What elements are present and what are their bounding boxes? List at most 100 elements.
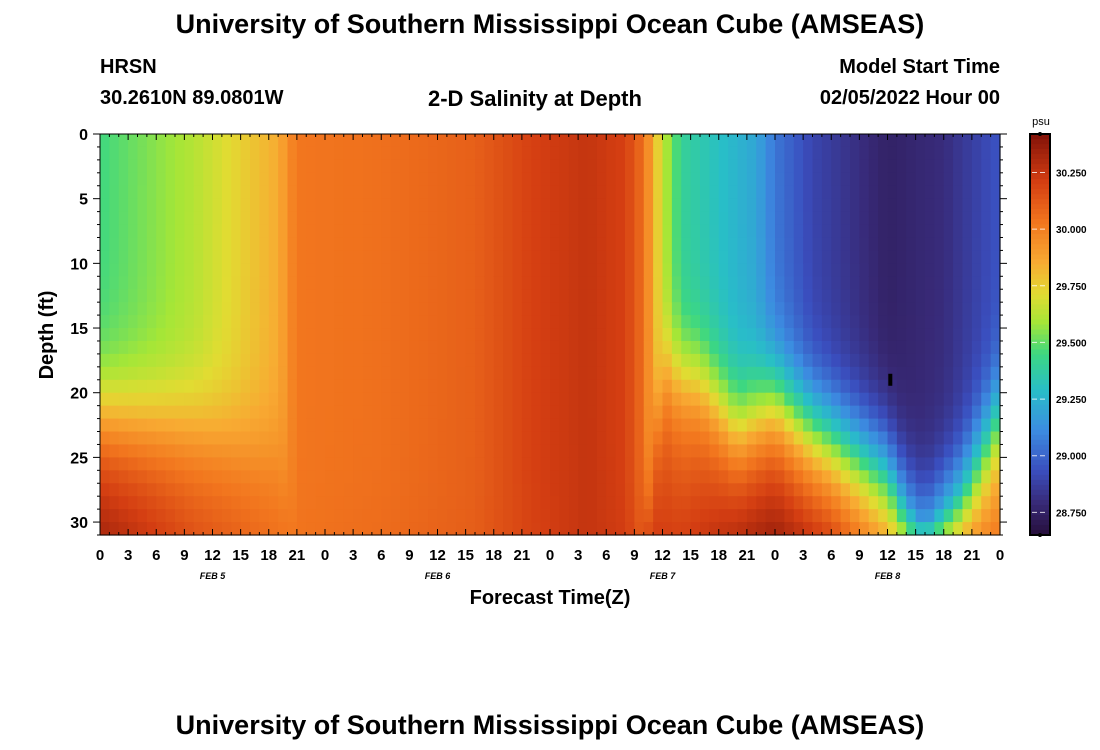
heatmap-cell	[587, 418, 598, 433]
heatmap-cell	[709, 198, 720, 213]
heatmap-cell	[231, 185, 242, 200]
heatmap-cell	[400, 185, 410, 200]
heatmap-cell	[109, 483, 120, 497]
heatmap-cell	[578, 366, 589, 381]
heatmap-cell	[250, 146, 260, 161]
heatmap-cell	[456, 198, 467, 213]
heatmap-cell	[371, 328, 382, 342]
heatmap-cell	[250, 379, 260, 394]
heatmap-cell	[259, 522, 270, 536]
heatmap-cell	[456, 431, 467, 446]
heatmap-cell	[943, 405, 954, 420]
heatmap-cell	[578, 276, 589, 290]
heatmap-cell	[221, 379, 232, 394]
heatmap-cell	[906, 224, 917, 239]
heatmap-cell	[765, 172, 776, 187]
heatmap-cell	[718, 198, 729, 213]
heatmap-cell	[737, 159, 748, 174]
heatmap-cell	[868, 366, 879, 381]
heatmap-cell	[231, 418, 242, 433]
heatmap-cell	[493, 379, 504, 394]
heatmap-cell	[203, 159, 214, 174]
heatmap-cell	[287, 185, 298, 200]
heatmap-cell	[259, 159, 270, 174]
heatmap-cell	[146, 522, 157, 536]
heatmap-cell	[156, 250, 167, 264]
heatmap-cell	[859, 263, 870, 277]
heatmap-cell	[521, 457, 532, 471]
heatmap-cell	[325, 250, 335, 264]
heatmap-cell	[990, 250, 1001, 264]
heatmap-cell	[268, 392, 279, 407]
heatmap-cell	[550, 509, 560, 523]
heatmap-cell	[559, 315, 570, 329]
heatmap-cell	[803, 315, 814, 329]
heatmap-cell	[831, 392, 842, 407]
heatmap-cell	[775, 444, 785, 458]
heatmap-cell	[568, 302, 579, 316]
x-tick-label: 6	[827, 547, 835, 564]
heatmap-cell	[418, 431, 429, 446]
heatmap-cell	[371, 379, 382, 394]
heatmap-cell	[925, 483, 935, 497]
heatmap-cell	[409, 405, 420, 420]
heatmap-cell	[625, 289, 635, 303]
heatmap-cell	[615, 198, 626, 213]
heatmap-cell	[634, 366, 645, 381]
heatmap-cell	[568, 405, 579, 420]
heatmap-cell	[568, 159, 579, 174]
heatmap-cell	[456, 185, 467, 200]
heatmap-cell	[371, 172, 382, 187]
heatmap-cell	[193, 289, 204, 303]
heatmap-cell	[128, 198, 139, 213]
heatmap-cell	[784, 185, 795, 200]
heatmap-cell	[437, 366, 448, 381]
heatmap-cell	[137, 470, 148, 484]
heatmap-cell	[156, 134, 167, 148]
heatmap-cell	[118, 250, 129, 264]
heatmap-cell	[906, 470, 917, 484]
heatmap-cell	[400, 302, 410, 316]
heatmap-cell	[812, 134, 823, 148]
heatmap-cell	[653, 159, 664, 174]
heatmap-cell	[690, 224, 701, 239]
heatmap-cell	[456, 509, 467, 523]
heatmap-cell	[371, 159, 382, 174]
heatmap-cell	[296, 392, 307, 407]
heatmap-cell	[868, 496, 879, 510]
heatmap-cell	[456, 366, 467, 381]
heatmap-cell	[896, 185, 907, 200]
heatmap-cell	[409, 470, 420, 484]
heatmap-cell	[165, 250, 176, 264]
heatmap-cell	[334, 146, 345, 161]
heatmap-cell	[456, 457, 467, 471]
heatmap-cell	[512, 509, 523, 523]
heatmap-cell	[625, 315, 635, 329]
heatmap-cell	[165, 366, 176, 381]
heatmap-cell	[971, 185, 982, 200]
heatmap-cell	[709, 444, 720, 458]
heatmap-cell	[746, 250, 757, 264]
heatmap-cell	[840, 237, 851, 252]
heatmap-cell	[381, 250, 392, 264]
heatmap-cell	[700, 134, 710, 148]
heatmap-cell	[840, 172, 851, 187]
heatmap-cell	[381, 340, 392, 355]
heatmap-cell	[709, 509, 720, 523]
heatmap-cell	[212, 211, 223, 226]
heatmap-cell	[934, 353, 945, 368]
heatmap-cell	[756, 328, 767, 342]
heatmap-cell	[821, 250, 832, 264]
heatmap-cell	[484, 315, 495, 329]
heatmap-cell	[531, 405, 542, 420]
heatmap-cell	[521, 159, 532, 174]
heatmap-cell	[859, 185, 870, 200]
heatmap-cell	[446, 444, 457, 458]
heatmap-cell	[662, 237, 673, 252]
heatmap-cell	[915, 509, 926, 523]
heatmap-cell	[568, 496, 579, 510]
heatmap-cell	[850, 185, 860, 200]
heatmap-cell	[212, 263, 223, 277]
heatmap-cell	[793, 315, 804, 329]
